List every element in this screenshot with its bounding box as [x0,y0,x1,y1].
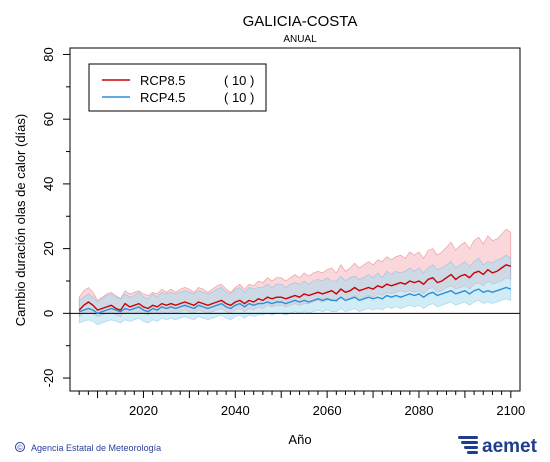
x-tick-label: 2080 [405,403,434,418]
x-tick-label: 2060 [313,403,342,418]
y-tick-label: 40 [41,177,56,191]
y-tick-label: 80 [41,47,56,61]
x-tick-label: 2100 [496,403,525,418]
series-lines [78,264,512,315]
x-tick-label: 2040 [221,403,250,418]
aemet-logo: aemet [458,436,538,457]
y-axis: -20 0 20 40 60 80 [41,47,70,387]
line-rcp85 [78,264,512,311]
y-axis-label: Cambio duración olas de calor (días) [13,114,28,326]
band-rcp45 [78,254,512,326]
legend-label-rcp85: RCP8.5 [140,73,186,88]
legend-label-rcp45: RCP4.5 [140,90,186,105]
uncertainty-bands [78,228,512,326]
y-tick-label: 20 [41,241,56,255]
chart-subtitle: ANUAL [283,34,317,45]
aemet-map-icon [458,436,478,454]
x-axis-label: Año [288,432,311,447]
chart-title: GALICIA-COSTA [243,13,358,30]
legend-box [88,63,267,112]
legend-count-rcp85: ( 10 ) [224,73,254,88]
x-tick-label: 2020 [129,403,158,418]
y-tick-label: 0 [41,310,56,317]
x-axis: 2020 2040 2060 2080 2100 [78,391,525,418]
copyright-symbol: © [17,444,23,452]
legend: RCP8.5 ( 10 ) RCP4.5 ( 10 ) [88,63,267,112]
plot-frame [69,47,521,392]
aemet-logo-text: aemet [482,436,538,457]
credit-text: Agencia Estatal de Meteorología [31,443,161,453]
y-tick-label: -20 [41,369,56,388]
legend-count-rcp45: ( 10 ) [224,90,254,105]
line-rcp45 [78,286,512,315]
footer-credit: © Agencia Estatal de Meteorología [15,442,161,453]
y-tick-label: 60 [41,112,56,126]
copyright-icon [15,442,25,452]
